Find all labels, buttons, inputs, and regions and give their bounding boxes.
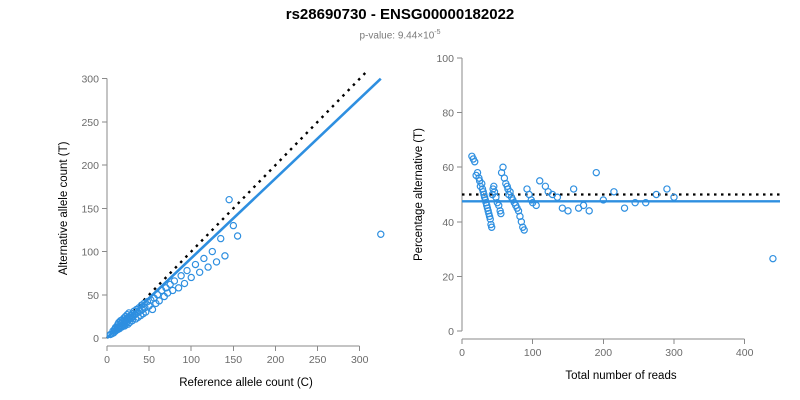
panel-allele-counts: 0 50 100 150 200 250 300 0 50 100 150 200 250 300 Refe… xyxy=(58,69,385,389)
y-tick-label: 200 xyxy=(81,160,99,172)
data-point xyxy=(377,230,385,238)
data-point xyxy=(579,201,588,210)
y-tick-label: 50 xyxy=(87,290,99,302)
data-point xyxy=(225,195,233,204)
y-tick-label: 150 xyxy=(81,203,99,215)
data-point xyxy=(233,232,242,240)
data-point xyxy=(177,272,185,280)
data-point xyxy=(170,277,179,285)
data-point xyxy=(208,247,216,256)
data-point xyxy=(212,258,221,266)
data-point xyxy=(569,185,578,193)
data-point xyxy=(487,223,496,231)
data-point xyxy=(229,221,238,230)
data-point xyxy=(490,182,498,191)
data-point xyxy=(670,193,678,201)
data-point xyxy=(478,179,486,188)
fit-line xyxy=(106,77,382,339)
data-point xyxy=(585,207,593,215)
x-tick-label: 200 xyxy=(595,347,613,359)
data-point xyxy=(652,190,661,199)
data-point xyxy=(769,254,777,263)
x-tick-label: 50 xyxy=(143,354,155,366)
x-tick-label: 150 xyxy=(225,354,243,366)
x-axis-title: Reference allele count (C) xyxy=(179,377,313,389)
data-point xyxy=(564,207,572,215)
data-point xyxy=(141,304,149,312)
x-tick-label: 400 xyxy=(736,347,754,359)
data-point xyxy=(599,196,608,204)
y-tick-label: 60 xyxy=(442,162,454,174)
y-tick-label: 0 xyxy=(448,326,454,338)
data-point xyxy=(663,185,671,193)
data-point xyxy=(183,266,191,275)
data-point xyxy=(620,204,629,212)
data-point xyxy=(558,204,567,212)
data-point xyxy=(200,254,208,263)
data-point xyxy=(217,234,225,243)
y-tick-label: 100 xyxy=(81,247,99,259)
data-point xyxy=(142,308,150,316)
data-point xyxy=(536,177,544,185)
y-tick-label: 0 xyxy=(93,333,99,345)
y-tick-label: 300 xyxy=(81,74,99,86)
data-point xyxy=(497,209,505,218)
data-point xyxy=(486,215,494,223)
x-tick-label: 0 xyxy=(459,347,465,359)
data-point xyxy=(610,188,618,196)
data-point xyxy=(532,201,540,210)
x-tick-label: 100 xyxy=(182,354,200,366)
data-point xyxy=(148,305,157,314)
data-point xyxy=(195,268,204,276)
identity-line xyxy=(106,69,370,339)
x-tick-label: 300 xyxy=(351,354,369,366)
y-tick-label: 250 xyxy=(81,117,99,129)
data-point xyxy=(499,163,507,171)
data-point xyxy=(169,286,177,295)
data-point xyxy=(592,168,600,177)
y-tick-label: 20 xyxy=(442,271,454,283)
y-tick-label: 40 xyxy=(442,217,454,229)
x-tick-label: 300 xyxy=(665,347,683,359)
data-point xyxy=(221,252,229,260)
data-point xyxy=(631,198,639,207)
data-point xyxy=(520,226,528,234)
data-point xyxy=(191,260,200,269)
data-point xyxy=(155,297,163,305)
data-point xyxy=(471,158,479,166)
y-axis-title: Percentage alternative (T) xyxy=(413,128,425,261)
x-axis-title: Total number of reads xyxy=(565,370,676,382)
y-tick-label: 100 xyxy=(436,53,454,65)
x-tick-label: 250 xyxy=(309,354,327,366)
data-point xyxy=(642,198,650,207)
x-tick-label: 200 xyxy=(267,354,285,366)
data-point xyxy=(204,263,212,271)
data-point xyxy=(553,193,562,201)
panel-percentage-alternative: 0 20 40 60 80 100 0 100 200 300 400 Total number of… xyxy=(413,53,780,382)
data-point xyxy=(180,279,189,288)
x-tick-label: 0 xyxy=(104,354,110,366)
y-axis-title: Alternative allele count (T) xyxy=(58,141,70,275)
data-point xyxy=(174,284,183,292)
x-tick-label: 100 xyxy=(524,347,542,359)
data-point xyxy=(187,273,195,282)
data-point xyxy=(166,280,174,289)
y-tick-label: 80 xyxy=(442,108,454,120)
